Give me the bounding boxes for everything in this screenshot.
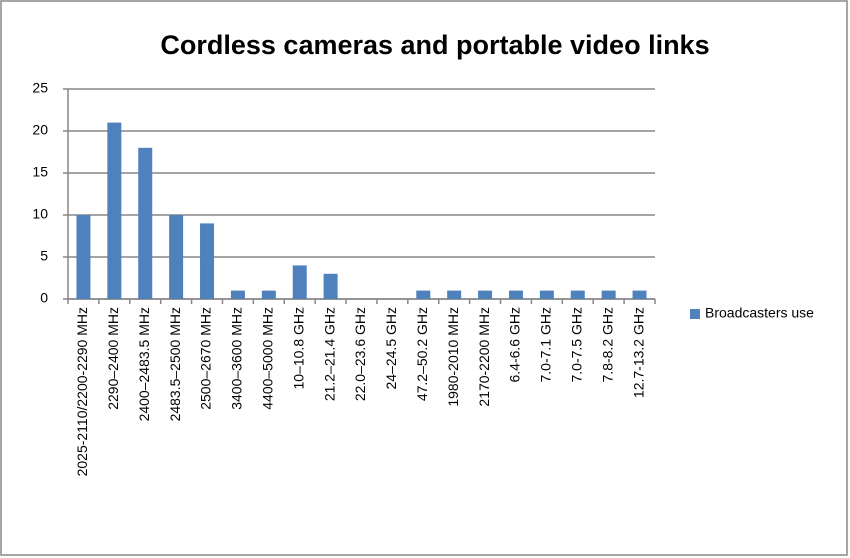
x-tick-label: 2500–2670 MHz [198, 307, 214, 410]
bar [447, 290, 462, 299]
y-tick-label: 25 [32, 80, 48, 96]
bar [508, 290, 523, 299]
x-tick-label: 2170-2200 MHz [476, 307, 492, 407]
x-tick-label: 10–10.8 GHz [290, 307, 306, 390]
bar [478, 290, 493, 299]
y-tick-label: 15 [32, 164, 48, 180]
x-tick-label: 1980-2010 MHz [445, 307, 461, 407]
x-tick-label: 2290–2400 MHz [105, 307, 121, 410]
x-tick-label: 12.7-13.2 GHz [630, 307, 646, 398]
bar [632, 290, 647, 299]
x-tick-label: 2483.5–2500 MHz [167, 307, 183, 421]
legend-swatch [690, 309, 700, 319]
x-tick-label: 2025-2110/2200-2290 MHz [74, 307, 90, 476]
bar [230, 290, 245, 299]
bar [169, 215, 184, 299]
x-tick-label: 47.2–50.2 GHz [414, 307, 430, 401]
bar [570, 290, 585, 299]
y-tick-label: 10 [32, 206, 48, 222]
y-tick-label: 20 [32, 122, 48, 138]
x-tick-label: 21.2–21.4 GHz [321, 307, 337, 401]
y-tick-label: 0 [40, 290, 48, 306]
x-tick-label: 7.8-8.2 GHz [599, 307, 615, 382]
chart-title: Cordless cameras and portable video link… [160, 30, 709, 60]
bar [107, 122, 122, 299]
x-tick-label: 3400–3600 MHz [229, 307, 245, 410]
bar [200, 223, 215, 299]
bar [292, 265, 307, 299]
bar [138, 147, 153, 299]
bar [416, 290, 431, 299]
x-tick-label: 6.4-6.6 GHz [507, 307, 523, 382]
y-tick-label: 5 [40, 248, 48, 264]
x-tick-label: 24–24.5 GHz [383, 307, 399, 390]
bar [601, 290, 616, 299]
bar [261, 290, 276, 299]
legend-label: Broadcasters use [705, 305, 814, 321]
x-tick-label: 7.0-7.1 GHz [538, 307, 554, 382]
bar [539, 290, 554, 299]
x-tick-label: 7.0-7.5 GHz [568, 307, 584, 382]
bar [323, 273, 338, 299]
bar [76, 215, 91, 299]
x-tick-label: 4400–5000 MHz [260, 307, 276, 410]
x-tick-label: 2400–2483.5 MHz [136, 307, 152, 421]
x-tick-label: 22.0–23.6 GHz [352, 307, 368, 401]
